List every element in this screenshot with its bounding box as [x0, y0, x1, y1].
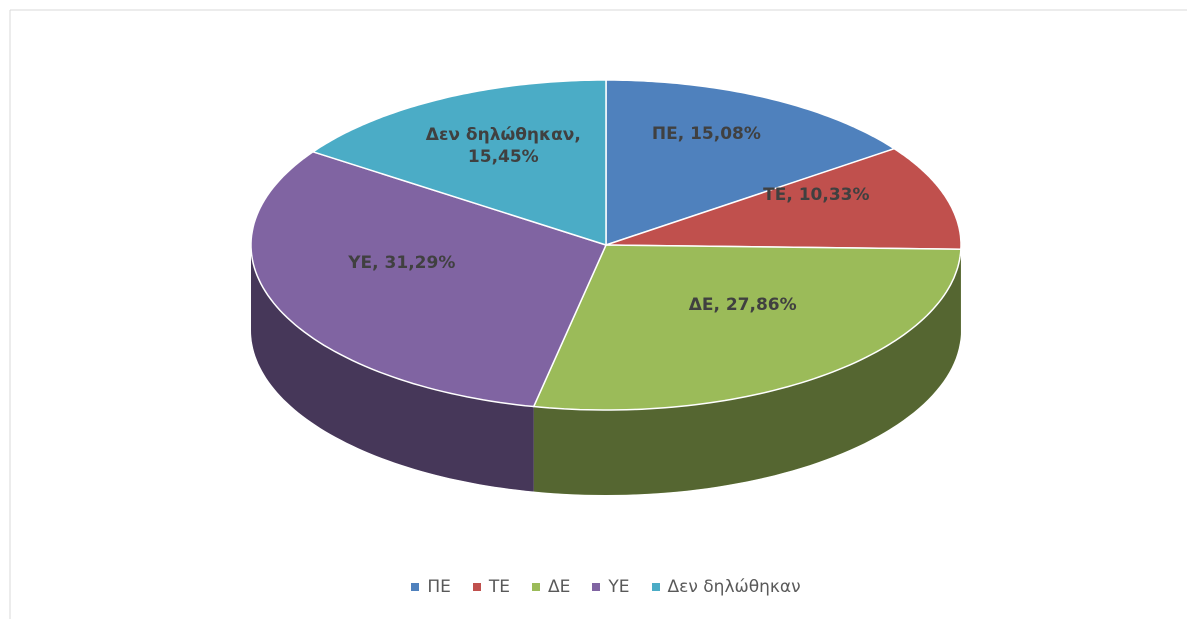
- slice-side: [251, 245, 534, 492]
- legend-item: ΔΕ: [532, 577, 570, 597]
- slice: [311, 79, 607, 247]
- data-label: Δεν δηλώθηκαν, 15,45%: [425, 124, 581, 167]
- legend-swatch: [472, 583, 481, 591]
- legend-label: ΠΕ: [427, 577, 451, 597]
- data-label: ΤΕ, 10,33%: [763, 184, 870, 205]
- legend-swatch: [532, 583, 541, 591]
- legend-swatch: [411, 583, 420, 591]
- legend-item: ΤΕ: [472, 577, 511, 597]
- legend-label: ΔΕ: [548, 577, 571, 597]
- legend-label: ΤΕ: [488, 577, 511, 597]
- slice-side: [533, 249, 961, 495]
- slice: [250, 150, 608, 408]
- slice-side-shade: [533, 249, 961, 495]
- slice-side-shade: [251, 245, 534, 492]
- data-label: ΔΕ, 27,86%: [688, 295, 797, 316]
- legend-swatch: [651, 583, 660, 591]
- legend-item: Δεν δηλώθηκαν: [651, 577, 801, 597]
- data-label: ΠΕ, 15,08%: [651, 123, 761, 144]
- slice: [532, 244, 962, 411]
- legend-item: ΠΕ: [411, 577, 451, 597]
- slice: [605, 79, 896, 247]
- legend-swatch: [592, 583, 601, 591]
- legend: ΠΕ ΤΕ ΔΕ ΥΕ Δεν δηλώθηκαν: [0, 577, 1187, 597]
- legend-item: ΥΕ: [592, 577, 630, 597]
- legend-label: Δεν δηλώθηκαν: [667, 577, 801, 597]
- legend-label: ΥΕ: [608, 577, 630, 597]
- slice: [605, 147, 962, 250]
- data-label: ΥΕ, 31,29%: [348, 253, 456, 274]
